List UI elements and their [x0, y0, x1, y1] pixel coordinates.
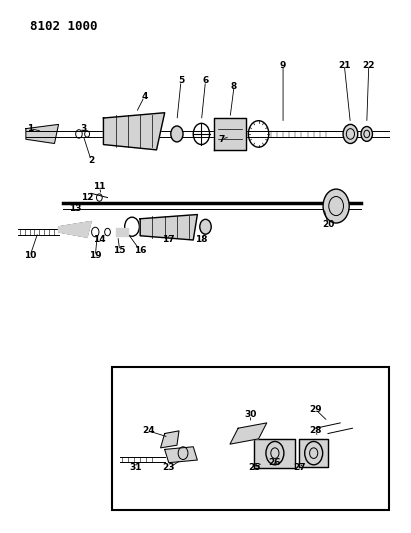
Circle shape	[361, 126, 372, 141]
Circle shape	[200, 219, 211, 234]
Text: 3: 3	[80, 124, 86, 133]
Text: 19: 19	[89, 252, 102, 261]
Polygon shape	[165, 447, 197, 463]
Bar	[112, 367, 389, 511]
Text: 17: 17	[162, 236, 175, 245]
Circle shape	[171, 126, 183, 142]
Text: 6: 6	[202, 76, 209, 85]
Text: 9: 9	[280, 61, 286, 69]
Text: 24: 24	[142, 426, 155, 435]
Text: 13: 13	[69, 204, 81, 213]
Text: 8: 8	[231, 82, 237, 91]
Text: 11: 11	[93, 182, 106, 191]
Text: 2.2 TURBO: 2.2 TURBO	[187, 491, 224, 497]
Text: 26: 26	[269, 458, 281, 467]
Text: 29: 29	[309, 405, 322, 414]
Text: 15: 15	[113, 246, 126, 255]
Polygon shape	[214, 118, 246, 150]
Text: 2: 2	[88, 156, 94, 165]
Text: 27: 27	[293, 464, 306, 472]
Text: 1: 1	[27, 124, 33, 133]
Text: 20: 20	[322, 220, 334, 229]
Text: 14: 14	[93, 236, 106, 245]
Polygon shape	[161, 431, 179, 448]
Text: 7: 7	[219, 135, 225, 144]
Text: 22: 22	[363, 61, 375, 69]
Text: 8102 1000: 8102 1000	[30, 20, 97, 33]
Circle shape	[343, 124, 358, 143]
Text: 25: 25	[248, 464, 261, 472]
Polygon shape	[26, 124, 58, 143]
Text: 28: 28	[309, 426, 322, 435]
Text: 18: 18	[195, 236, 208, 245]
Text: 12: 12	[81, 193, 93, 202]
Polygon shape	[104, 113, 165, 150]
Text: 31: 31	[130, 464, 142, 472]
Text: 30: 30	[244, 410, 256, 419]
Text: 21: 21	[338, 61, 351, 69]
Text: 10: 10	[24, 252, 36, 261]
Polygon shape	[58, 221, 91, 237]
Text: 16: 16	[134, 246, 146, 255]
Text: 5: 5	[178, 76, 184, 85]
Circle shape	[323, 189, 349, 223]
Text: 4: 4	[141, 92, 148, 101]
Polygon shape	[254, 439, 296, 468]
Polygon shape	[140, 215, 197, 240]
Polygon shape	[299, 439, 328, 467]
Text: 23: 23	[162, 464, 175, 472]
Polygon shape	[115, 228, 128, 236]
Polygon shape	[230, 423, 267, 444]
